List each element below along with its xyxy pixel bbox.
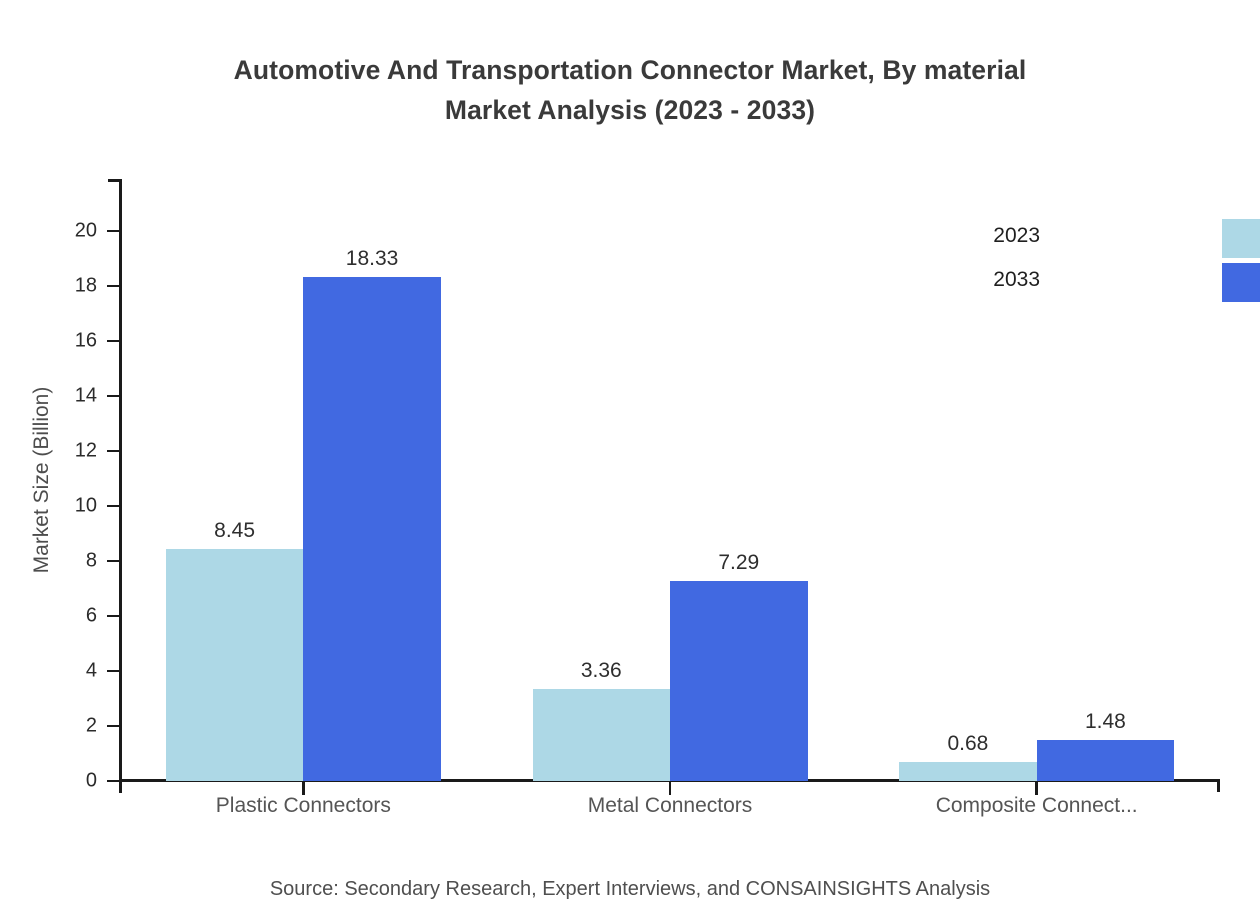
y-tick-14 (107, 395, 120, 398)
y-tick-label-2: 2 (85, 714, 97, 737)
y-tick-label-4: 4 (85, 659, 97, 682)
legend-label-2033: 2033 (993, 268, 1040, 291)
y-tick-label-10: 10 (74, 494, 97, 517)
y-axis-top-cap (108, 179, 121, 182)
y-tick-0 (107, 780, 120, 782)
bar-2023-2[interactable] (899, 762, 1037, 781)
y-tick-10 (107, 505, 120, 508)
chart-title-line-2: Market Analysis (2023 - 2033) (444, 95, 816, 125)
y-tick-label-16: 16 (74, 329, 97, 352)
bar-value-label: 8.45 (214, 518, 256, 542)
bar-value-label: 0.68 (947, 732, 989, 756)
bar-value-label: 1.48 (1084, 710, 1126, 734)
x-axis-category-label: Metal Connectors (587, 794, 753, 817)
x-tick-1 (668, 782, 672, 795)
x-tick-0 (302, 782, 305, 795)
bar-value-label: 18.33 (345, 247, 399, 271)
source-note: Source: Secondary Research, Expert Inter… (269, 878, 991, 900)
bar-2033-2[interactable] (1036, 740, 1175, 781)
x-tick-2 (1035, 782, 1038, 795)
x-axis-end-cap (1217, 779, 1220, 792)
y-tick-6 (107, 615, 120, 618)
y-tick-20 (107, 230, 120, 233)
bar-2023-0[interactable] (165, 548, 304, 781)
y-tick-label-14: 14 (74, 384, 97, 407)
y-tick-4 (107, 670, 120, 673)
y-axis-title-text: Market Size (Billion) (30, 386, 53, 574)
chart-title: Automotive And Transportation Connector … (0, 50, 1260, 130)
chart-title-line-1: Automotive And Transportation Connector … (233, 55, 1027, 85)
y-tick-label-12: 12 (74, 439, 97, 462)
y-tick-12 (107, 450, 120, 453)
y-tick-8 (107, 560, 120, 563)
legend-swatch-2023 (1222, 219, 1260, 258)
x-axis-category-label: Composite Connect... (935, 794, 1138, 817)
y-tick-16 (107, 340, 120, 343)
y-tick-label-0: 0 (85, 769, 97, 792)
y-tick-2 (107, 725, 120, 728)
y-tick-label-18: 18 (74, 274, 97, 297)
bar-2033-1[interactable] (670, 580, 808, 781)
y-tick-label-8: 8 (85, 549, 97, 572)
x-axis-category-label: Plastic Connectors (215, 794, 391, 817)
y-tick-label-6: 6 (85, 604, 97, 627)
bar-2023-1[interactable] (532, 688, 670, 781)
y-tick-label-20: 20 (74, 219, 97, 242)
bar-value-label: 7.29 (718, 550, 760, 574)
legend-label-2023: 2023 (993, 224, 1040, 247)
y-axis-line (119, 179, 122, 793)
bar-value-label: 3.36 (580, 658, 622, 682)
bar-2033-0[interactable] (303, 277, 441, 781)
y-tick-18 (107, 285, 120, 288)
legend-swatch-2033 (1222, 263, 1260, 302)
